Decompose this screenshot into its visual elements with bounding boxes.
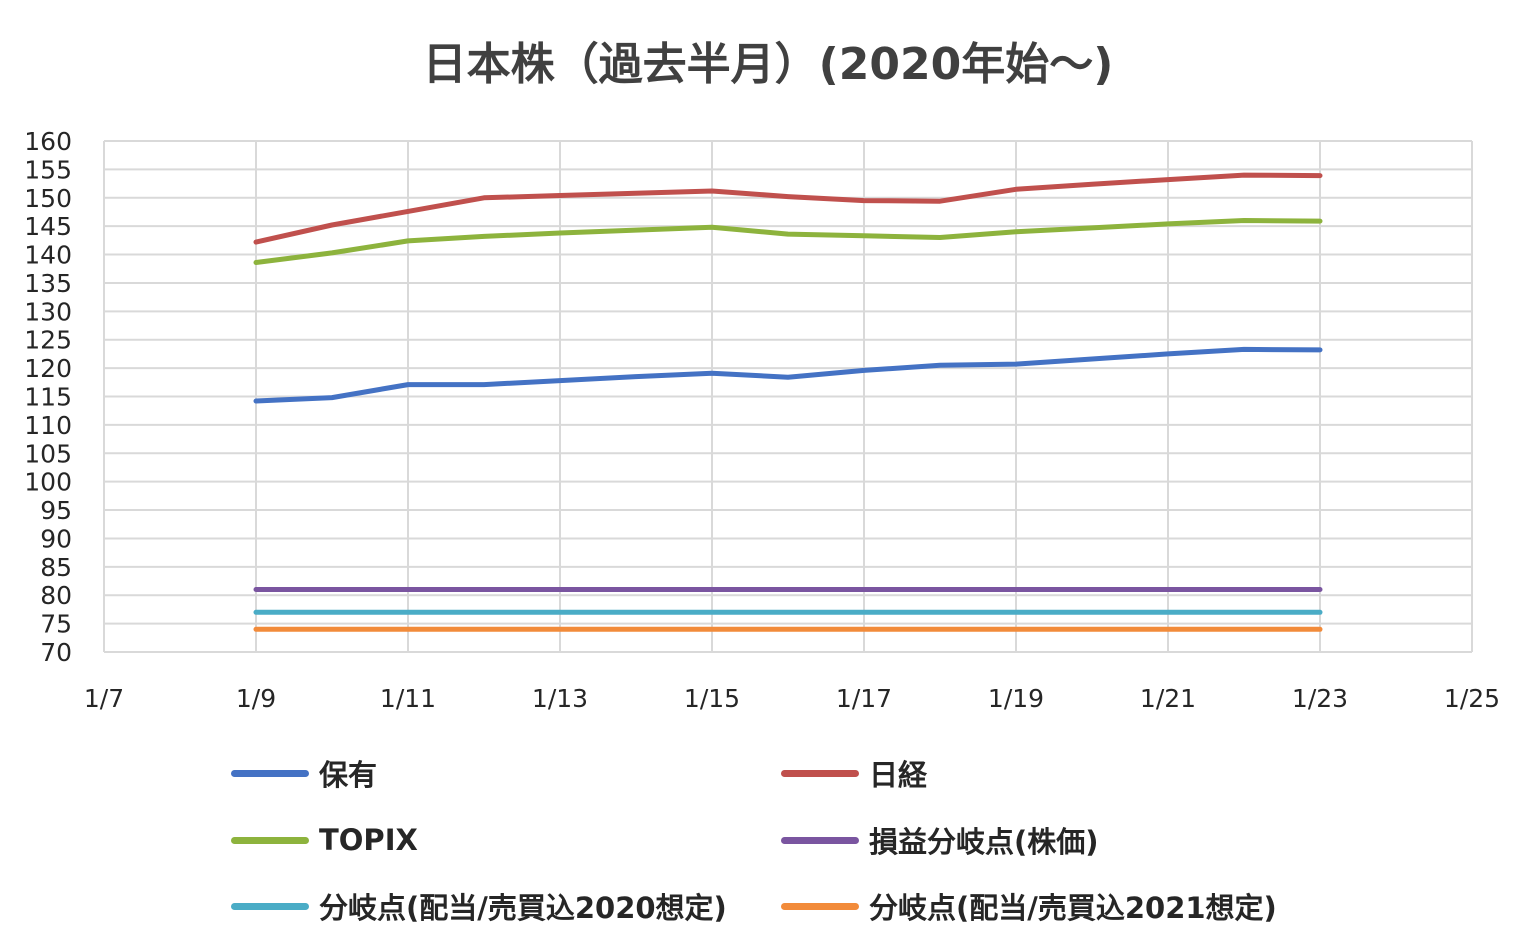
y-tick-label: 120	[24, 354, 72, 383]
x-tick-label: 1/11	[380, 684, 436, 713]
series-line-1	[253, 346, 1323, 404]
x-tick-label: 1/25	[1444, 684, 1500, 713]
y-tick-label: 70	[40, 638, 72, 667]
y-tick-label: 155	[24, 155, 72, 184]
gridlines	[103, 140, 1473, 653]
x-tick-label: 1/13	[532, 684, 588, 713]
y-tick-label: 145	[24, 212, 72, 241]
x-tick-label: 1/9	[236, 684, 276, 713]
x-tick-label: 1/17	[836, 684, 892, 713]
x-tick-label: 1/15	[684, 684, 740, 713]
y-tick-label: 80	[40, 581, 72, 610]
y-tick-label: 105	[24, 439, 72, 468]
x-axis-tick-labels: 1/7 1/9 1/11 1/13 1/15 1/17 1/19 1/21 1/23 1/25	[84, 684, 1500, 713]
chart-title: 日本株（過去半月）(2020年始～)	[422, 39, 1114, 90]
series-lines	[253, 172, 1323, 632]
y-tick-label: 125	[24, 326, 72, 355]
y-tick-label: 75	[40, 610, 72, 639]
y-tick-label: 140	[24, 241, 72, 270]
y-tick-label: 90	[40, 524, 72, 553]
x-tick-label: 1/21	[1140, 684, 1196, 713]
y-tick-label: 110	[24, 411, 72, 440]
y-tick-label: 115	[24, 383, 72, 412]
y-tick-label: 160	[24, 127, 72, 156]
x-tick-label: 1/23	[1292, 684, 1348, 713]
y-tick-label: 150	[24, 184, 72, 213]
y-axis-tick-labels: 1601551501451401351301251201151101051009…	[24, 127, 72, 667]
y-tick-label: 95	[40, 496, 72, 525]
y-tick-label: 130	[24, 297, 72, 326]
series-line-2	[253, 172, 1323, 245]
y-tick-label: 85	[40, 553, 72, 582]
x-tick-label: 1/19	[988, 684, 1044, 713]
series-line-3	[253, 218, 1323, 265]
x-tick-label: 1/7	[84, 684, 124, 713]
y-tick-label: 135	[24, 269, 72, 298]
y-tick-label: 100	[24, 468, 72, 497]
